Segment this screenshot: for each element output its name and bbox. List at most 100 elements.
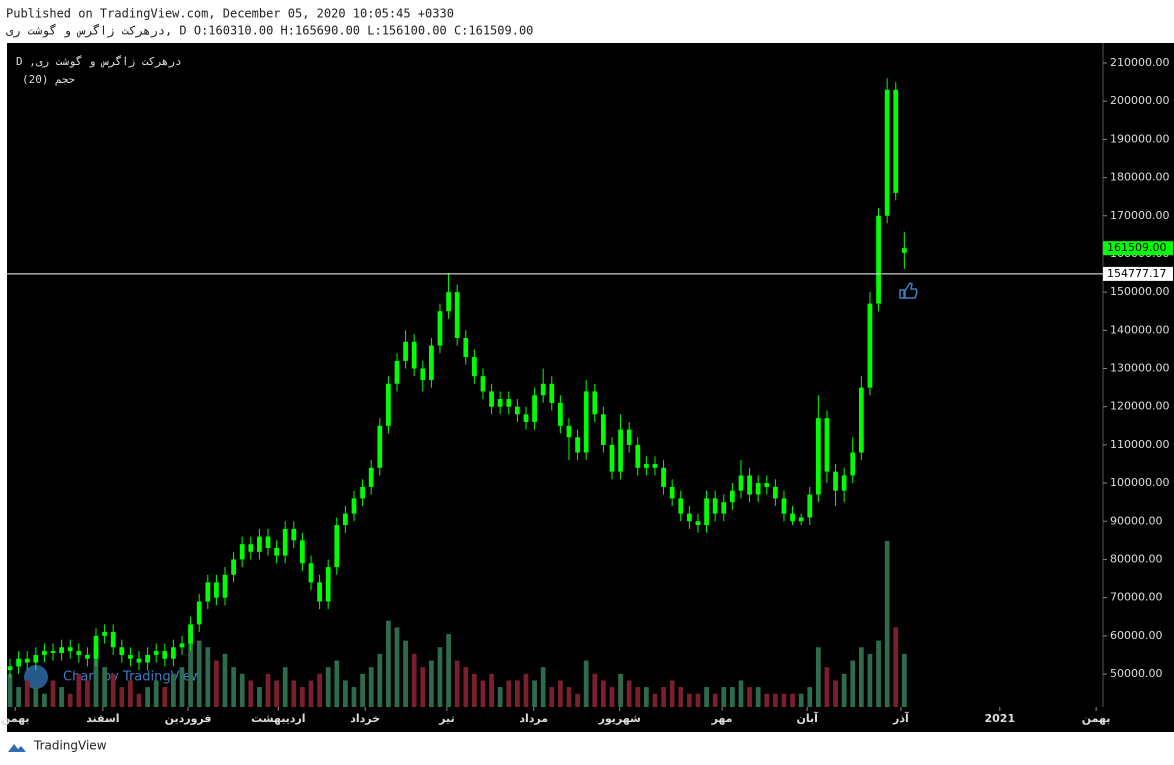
x-tick-label: شهریور	[598, 712, 641, 725]
volume-bar	[24, 680, 30, 707]
ohlc-line: درهرکت زاگرس و گوشت ری, D O:160310.00 H:…	[6, 24, 533, 39]
last-price-tag	[1103, 241, 1173, 256]
volume-bar	[239, 673, 245, 707]
y-tick-label: 100000.00	[1110, 476, 1170, 489]
volume-bar	[661, 687, 666, 707]
footer-logo	[8, 744, 26, 752]
candle-body	[59, 647, 64, 654]
volume-bar	[162, 687, 168, 707]
candle-body	[893, 89, 899, 193]
x-tick-label: مرداد	[519, 712, 548, 725]
volume-bar	[85, 680, 90, 707]
candle-body	[411, 341, 417, 369]
candle-body	[506, 399, 512, 407]
volume-bar	[669, 680, 675, 707]
volume-bar	[377, 653, 383, 707]
y-tick-label: 150000.00	[1110, 285, 1170, 298]
candle-body	[368, 467, 374, 487]
candle-body	[454, 292, 460, 338]
volume-bar	[601, 680, 606, 707]
footer-brand: TradingView	[33, 739, 107, 753]
published-line: Published on TradingView.com, December 0…	[6, 7, 454, 21]
volume-bar	[334, 660, 340, 707]
volume-bar	[128, 680, 133, 707]
y-tick-label: 200000.00	[1110, 94, 1170, 107]
candle-body	[480, 376, 486, 392]
candle-body	[523, 414, 529, 422]
candle-body	[360, 486, 365, 499]
candle-body	[626, 429, 632, 445]
candle-body	[248, 544, 254, 552]
volume-bar	[42, 693, 47, 707]
volume-bar	[824, 667, 830, 707]
volume-bar	[179, 667, 185, 707]
candle-body	[317, 582, 322, 602]
candle-body	[403, 341, 408, 361]
candle-body	[377, 425, 383, 468]
x-tick-label: بهمن	[1082, 712, 1111, 725]
candle-body	[867, 303, 873, 388]
candle-body	[798, 517, 804, 522]
volume-bar	[532, 680, 537, 707]
volume-bar	[704, 687, 709, 707]
volume-bar	[876, 640, 881, 707]
volume-bar	[50, 680, 56, 707]
volume-bar	[644, 687, 649, 707]
volume-bar	[119, 687, 125, 707]
volume-bar	[360, 673, 365, 707]
candle-body	[334, 525, 340, 568]
candle-body	[33, 654, 39, 663]
volume-bar	[437, 647, 443, 707]
volume-bar	[747, 687, 752, 707]
candle-body	[162, 651, 168, 659]
price-line-tag	[1103, 266, 1173, 281]
candle-body	[532, 395, 537, 422]
candle-body	[515, 406, 520, 415]
volume-bar	[153, 680, 159, 707]
volume-bar	[463, 667, 469, 707]
candle-body	[652, 463, 658, 468]
candle-body	[575, 437, 580, 453]
volume-bar	[798, 693, 804, 707]
candle-body	[446, 292, 451, 312]
candle-body	[721, 502, 727, 514]
watermark-logo	[24, 665, 48, 689]
candle-body	[558, 402, 563, 426]
candle-body	[42, 651, 47, 655]
x-tick-label: تیر	[438, 712, 454, 725]
candle-body	[764, 483, 770, 487]
y-tick-label: 180000.00	[1110, 171, 1170, 184]
volume-bar	[102, 667, 107, 707]
candle-body	[858, 387, 864, 453]
volume-bar	[472, 673, 477, 707]
candle-body	[695, 521, 701, 526]
candle-body	[325, 567, 331, 602]
candle-body	[463, 337, 469, 358]
volume-bar	[196, 640, 202, 707]
volume-bar	[248, 680, 254, 707]
volume-bar	[626, 680, 632, 707]
candle-body	[308, 563, 314, 583]
volume-bar	[222, 653, 228, 707]
candle-body	[669, 486, 675, 499]
volume-bar	[738, 680, 744, 707]
volume-bar	[136, 693, 142, 707]
volume-bar	[583, 660, 589, 707]
indicator-legend: حجم (20)	[22, 73, 75, 86]
x-tick-label: اردیبهشت	[251, 712, 305, 725]
candle-body	[781, 498, 787, 514]
x-tick-label: فروردین	[165, 712, 212, 725]
volume-bar	[540, 667, 546, 707]
candle-body	[7, 666, 13, 671]
volume-bar	[807, 687, 813, 707]
candle-body	[136, 658, 142, 663]
candle-body	[901, 248, 907, 253]
volume-bar	[403, 640, 408, 707]
candle-body	[687, 513, 692, 522]
y-tick-label: 130000.00	[1110, 362, 1170, 375]
volume-bar	[781, 693, 787, 707]
volume-bar	[712, 693, 718, 707]
candle-body	[747, 475, 752, 495]
y-tick-label: 90000.00	[1110, 514, 1163, 527]
